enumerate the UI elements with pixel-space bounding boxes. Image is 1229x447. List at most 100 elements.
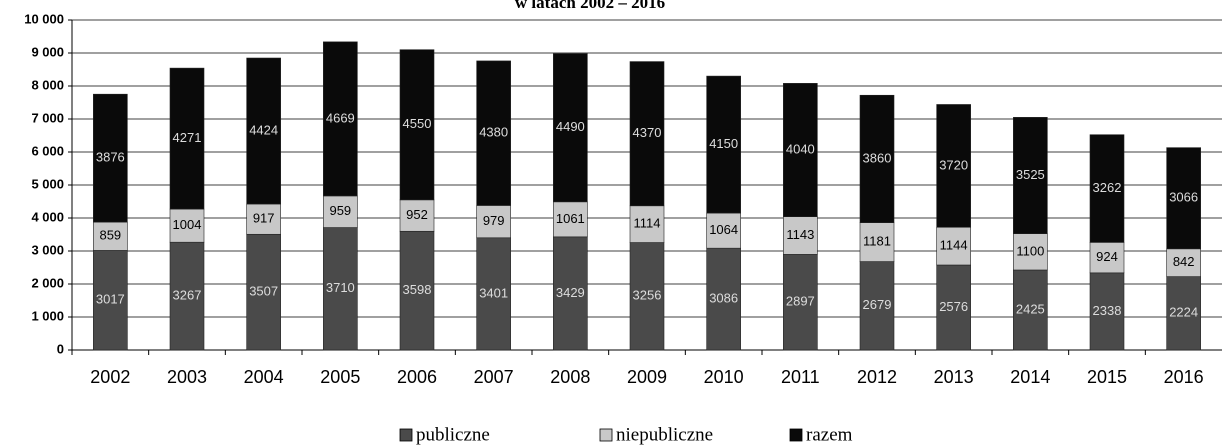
data-label: 2425 bbox=[1016, 301, 1045, 316]
data-label: 1181 bbox=[863, 234, 891, 249]
bar-segment bbox=[936, 264, 971, 351]
data-label: 924 bbox=[1096, 249, 1118, 264]
y-tick-label: 9 000 bbox=[31, 44, 64, 59]
bar-segment bbox=[93, 93, 128, 223]
x-tick-label: 2011 bbox=[781, 367, 820, 387]
bar-segment bbox=[629, 205, 665, 243]
data-label: 2338 bbox=[1093, 303, 1122, 318]
y-tick-label: 6 000 bbox=[31, 143, 64, 158]
bar-segment bbox=[246, 203, 281, 235]
chart-title: w latach 2002 – 2016 bbox=[515, 0, 665, 12]
bar-segment bbox=[859, 222, 895, 262]
y-tick-label: 1 000 bbox=[31, 308, 64, 323]
data-label: 3525 bbox=[1016, 167, 1045, 182]
data-label: 952 bbox=[406, 207, 428, 222]
legend-label: razem bbox=[806, 424, 853, 445]
x-tick-label: 2005 bbox=[320, 367, 360, 387]
bar-segment bbox=[936, 226, 971, 266]
data-label: 4424 bbox=[249, 122, 278, 137]
legend-swatch bbox=[599, 428, 613, 442]
bar-segment bbox=[629, 61, 665, 207]
bar-segment bbox=[323, 227, 358, 351]
data-label: 3710 bbox=[326, 280, 355, 295]
data-label: 3507 bbox=[249, 284, 278, 299]
x-tick-label: 2009 bbox=[627, 367, 667, 387]
bar-segment bbox=[629, 242, 665, 351]
data-label: 1114 bbox=[634, 216, 661, 231]
bar-segment bbox=[169, 208, 205, 243]
data-label: 3256 bbox=[633, 288, 662, 303]
data-label: 1004 bbox=[173, 217, 202, 232]
data-label: 859 bbox=[99, 228, 121, 243]
bar-segment bbox=[1089, 272, 1125, 351]
x-tick-label: 2002 bbox=[90, 367, 130, 387]
data-label: 1144 bbox=[940, 238, 968, 253]
x-tick-label: 2016 bbox=[1164, 367, 1204, 387]
bar-segment bbox=[323, 195, 358, 228]
data-label: 917 bbox=[253, 211, 275, 226]
data-label: 2576 bbox=[939, 299, 968, 314]
x-tick-label: 2012 bbox=[857, 367, 897, 387]
legend-label: publiczne bbox=[416, 424, 490, 445]
x-tick-label: 2004 bbox=[244, 367, 284, 387]
data-label: 3086 bbox=[709, 291, 738, 306]
bar-segment bbox=[1013, 233, 1048, 271]
data-label: 3262 bbox=[1093, 180, 1122, 195]
bar-segment bbox=[936, 104, 971, 228]
data-label: 4550 bbox=[403, 116, 432, 131]
x-tick-label: 2006 bbox=[397, 367, 437, 387]
y-tick-label: 2 000 bbox=[31, 275, 64, 290]
data-label: 4490 bbox=[556, 119, 585, 134]
bar-segment bbox=[399, 199, 435, 232]
data-label: 4380 bbox=[479, 125, 508, 140]
x-tick-label: 2007 bbox=[474, 367, 514, 387]
x-tick-label: 2013 bbox=[934, 367, 974, 387]
y-tick-label: 4 000 bbox=[31, 209, 64, 224]
bar-segment bbox=[476, 237, 511, 351]
bar-segment bbox=[169, 241, 205, 351]
data-label: 4669 bbox=[326, 110, 355, 125]
bar-segment bbox=[1166, 248, 1201, 277]
x-tick-label: 2015 bbox=[1087, 367, 1127, 387]
data-label: 3017 bbox=[96, 292, 125, 307]
bar-segment bbox=[783, 254, 818, 351]
data-label: 2224 bbox=[1169, 305, 1198, 320]
data-label: 1064 bbox=[709, 222, 738, 237]
data-label: 3401 bbox=[479, 285, 508, 300]
y-tick-label: 10 000 bbox=[24, 11, 64, 26]
bar-segment bbox=[169, 67, 205, 210]
bar-segment bbox=[1089, 242, 1125, 274]
data-label: 1143 bbox=[786, 227, 814, 242]
bar-segment bbox=[93, 221, 128, 251]
bar-segment bbox=[399, 230, 435, 351]
data-label: 3267 bbox=[173, 288, 202, 303]
data-label: 3066 bbox=[1169, 190, 1198, 205]
bar-segment bbox=[859, 94, 895, 223]
data-label: 4150 bbox=[709, 136, 738, 151]
data-label: 959 bbox=[329, 203, 351, 218]
bar-segment bbox=[783, 216, 818, 255]
bar-segment bbox=[246, 57, 281, 205]
bar-segment bbox=[706, 75, 741, 214]
bar-segment bbox=[1166, 147, 1201, 250]
bar-segment bbox=[1166, 276, 1201, 351]
data-label: 3429 bbox=[556, 285, 585, 300]
data-label: 3860 bbox=[863, 150, 892, 165]
bar-segment bbox=[476, 60, 511, 206]
bar-segment bbox=[246, 233, 281, 351]
y-tick-label: 8 000 bbox=[31, 77, 64, 92]
data-label: 2679 bbox=[863, 297, 892, 312]
legend-swatch bbox=[399, 428, 413, 442]
bar-segment bbox=[1013, 269, 1048, 351]
data-label: 4370 bbox=[633, 125, 662, 140]
bar-segment bbox=[323, 41, 358, 197]
data-label: 2897 bbox=[786, 294, 815, 309]
x-tick-label: 2014 bbox=[1010, 367, 1050, 387]
data-label: 1061 bbox=[556, 211, 585, 226]
y-tick-label: 0 bbox=[57, 341, 64, 356]
bar-segment bbox=[553, 201, 588, 238]
bar-segment bbox=[1013, 117, 1048, 234]
x-tick-label: 2010 bbox=[704, 367, 744, 387]
data-label: 3720 bbox=[939, 157, 968, 172]
